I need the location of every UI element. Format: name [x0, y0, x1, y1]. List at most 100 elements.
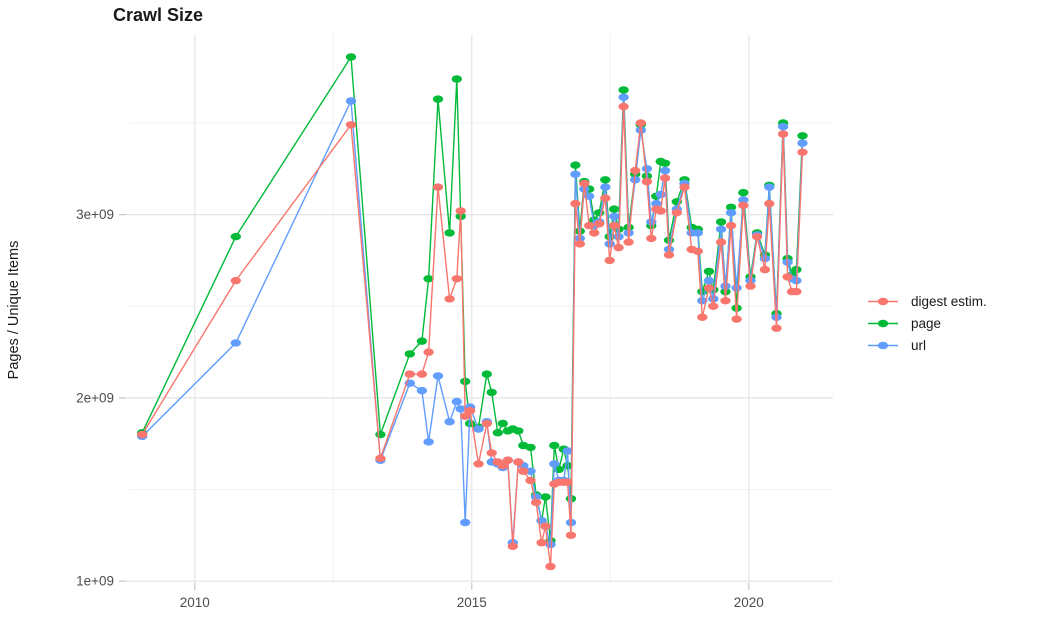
digest-data-point — [630, 166, 641, 175]
legend-key-point-digest — [877, 297, 889, 306]
url-data-point — [345, 97, 357, 105]
digest-data-point — [432, 183, 444, 191]
page-data-point — [444, 229, 455, 237]
url-data-point — [618, 93, 629, 102]
digest-data-point — [797, 148, 808, 156]
page-data-point — [432, 95, 444, 103]
page-data-point — [725, 203, 737, 211]
url-data-point — [703, 276, 715, 285]
x-tick-label: 2020 — [734, 595, 764, 610]
url-data-point — [764, 183, 775, 191]
digest-data-point — [703, 284, 715, 292]
legend-label-url: url — [911, 338, 926, 353]
url-data-point — [720, 282, 731, 290]
url-data-point — [562, 447, 573, 455]
url-data-point — [641, 165, 653, 173]
digest-data-point — [423, 348, 434, 356]
url-data-point — [549, 460, 560, 468]
url-data-point — [230, 339, 241, 347]
digest-data-point — [570, 199, 581, 208]
chart-title: Crawl Size — [113, 5, 203, 25]
gridlines — [126, 35, 833, 583]
legend-key-point-url — [877, 341, 889, 350]
x-tick-label: 2015 — [457, 595, 487, 610]
url-data-point — [530, 493, 542, 501]
url-data-point — [444, 418, 455, 426]
digest-data-point — [708, 302, 719, 310]
page-data-point — [549, 441, 560, 450]
digest-data-point — [230, 276, 241, 285]
data-series-layer — [137, 53, 808, 571]
digest-data-point — [562, 478, 573, 486]
url-data-point — [797, 139, 808, 147]
url-data-point — [635, 126, 646, 134]
digest-data-point — [594, 220, 605, 228]
url-data-point — [609, 212, 620, 221]
url-data-point — [432, 372, 444, 380]
page-data-point — [703, 267, 715, 276]
digest-data-point — [635, 119, 646, 127]
digest-data-point — [460, 412, 471, 420]
digest-data-point — [530, 498, 542, 507]
digest-data-point — [655, 207, 666, 215]
x-tick-label: 2010 — [180, 595, 210, 610]
url-data-point — [416, 386, 428, 395]
page-data-point — [345, 53, 357, 61]
digest-data-point — [416, 370, 428, 378]
page-data-point — [460, 377, 471, 386]
digest-data-point — [464, 407, 476, 415]
page-data-point — [375, 430, 386, 439]
page-data-point — [513, 427, 524, 435]
digest-data-point — [584, 221, 595, 230]
y-tick-label: 3e+09 — [76, 207, 114, 222]
digest-data-point — [497, 462, 508, 470]
digest-data-point — [777, 130, 789, 138]
page-data-point — [416, 337, 428, 345]
digest-data-point — [715, 238, 727, 246]
y-tick-label: 2e+09 — [76, 390, 114, 405]
digest-data-point — [659, 174, 671, 182]
digest-data-point — [692, 247, 703, 255]
digest-data-point — [604, 256, 615, 265]
digest-data-point — [679, 183, 690, 191]
url-data-point — [451, 397, 462, 406]
digest-data-point — [404, 370, 415, 378]
digest-data-point — [745, 282, 756, 290]
y-tick-label: 1e+09 — [76, 574, 114, 589]
digest-data-point — [646, 234, 657, 243]
digest-data-point — [502, 456, 513, 464]
digest-data-point — [697, 313, 708, 321]
digest-data-point — [720, 297, 731, 305]
digest-data-point — [764, 199, 775, 208]
url-data-point — [715, 225, 727, 233]
digest-data-point — [507, 542, 518, 550]
legend-key-point-page — [877, 319, 889, 328]
digest-data-point — [473, 460, 484, 468]
page-data-point — [404, 350, 415, 358]
url-data-point — [525, 467, 536, 475]
url-data-point — [455, 405, 466, 413]
page-data-point — [570, 161, 581, 169]
digest-data-point — [574, 240, 585, 248]
digest-data-point — [518, 467, 529, 475]
digest-data-point — [525, 476, 536, 485]
digest-data-point — [759, 265, 771, 274]
page-data-point — [230, 232, 241, 241]
page-data-point — [525, 443, 536, 452]
legend-label-digest: digest estim. — [911, 294, 987, 309]
url-data-point — [630, 176, 641, 184]
page-data-point — [423, 275, 434, 283]
url-data-point — [604, 240, 615, 248]
digest-data-point — [589, 229, 600, 237]
digest-data-point — [623, 238, 634, 246]
digest-data-point — [565, 531, 577, 539]
url-data-point — [473, 425, 484, 433]
digest-data-point — [545, 562, 556, 571]
digest-data-point — [444, 295, 455, 303]
page-data-point — [609, 205, 620, 213]
page-data-point — [481, 370, 492, 378]
digest-data-point — [345, 121, 357, 129]
digest-data-point — [609, 221, 620, 230]
page-data-point — [715, 218, 727, 226]
